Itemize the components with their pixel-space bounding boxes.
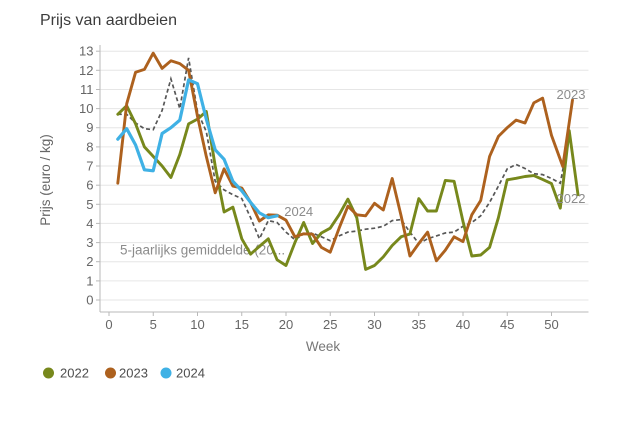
svg-text:30: 30 [367,317,381,332]
svg-text:50: 50 [544,317,558,332]
svg-text:11: 11 [80,82,94,97]
svg-text:Prijs van aardbeien: Prijs van aardbeien [40,12,177,29]
svg-text:2023: 2023 [119,366,148,381]
svg-text:10: 10 [79,101,93,116]
svg-text:35: 35 [412,317,426,332]
svg-text:45: 45 [500,317,514,332]
svg-text:2022: 2022 [557,191,586,206]
svg-text:12: 12 [79,63,93,78]
svg-text:40: 40 [456,317,470,332]
svg-text:0: 0 [105,317,112,332]
svg-text:9: 9 [86,120,93,135]
svg-text:0: 0 [86,293,93,308]
svg-text:15: 15 [235,317,249,332]
svg-text:4: 4 [86,216,93,231]
svg-text:2023: 2023 [557,87,586,102]
svg-text:5-jaarlijks gemiddelde (20...: 5-jaarlijks gemiddelde (20... [120,243,285,258]
svg-text:25: 25 [323,317,337,332]
svg-text:Prijs (euro / kg): Prijs (euro / kg) [38,134,53,226]
svg-text:2: 2 [86,254,93,269]
svg-text:3: 3 [86,235,93,250]
svg-text:2024: 2024 [284,204,313,219]
svg-text:2024: 2024 [176,366,205,381]
svg-text:2022: 2022 [60,366,89,381]
svg-text:6: 6 [86,178,93,193]
svg-text:5: 5 [150,317,157,332]
svg-text:Week: Week [306,339,341,354]
svg-text:20: 20 [279,317,293,332]
svg-text:1: 1 [86,273,93,288]
svg-text:5: 5 [86,197,93,212]
svg-text:7: 7 [86,159,93,174]
svg-text:10: 10 [190,317,204,332]
svg-text:8: 8 [86,139,93,154]
svg-text:13: 13 [79,44,93,59]
